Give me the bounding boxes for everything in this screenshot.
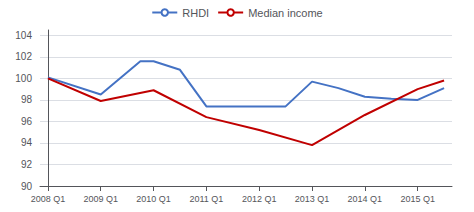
svg-text:2013 Q1: 2013 Q1 [295,194,330,204]
svg-text:104: 104 [15,30,32,41]
svg-text:2015 Q1: 2015 Q1 [400,194,435,204]
svg-text:2011 Q1: 2011 Q1 [189,194,223,204]
svg-text:102: 102 [15,51,32,62]
svg-text:94: 94 [21,137,33,148]
svg-text:96: 96 [21,116,33,127]
svg-text:Median income: Median income [248,7,323,19]
svg-text:2008 Q1: 2008 Q1 [31,194,66,204]
svg-text:2009 Q1: 2009 Q1 [83,194,118,204]
svg-text:2012 Q1: 2012 Q1 [242,194,277,204]
svg-text:90: 90 [21,181,33,192]
svg-text:100: 100 [15,73,32,84]
svg-text:RHDI: RHDI [182,7,209,19]
svg-text:98: 98 [21,94,33,105]
svg-text:92: 92 [21,159,33,170]
svg-text:2010 Q1: 2010 Q1 [136,194,171,204]
svg-text:2014 Q1: 2014 Q1 [348,194,383,204]
